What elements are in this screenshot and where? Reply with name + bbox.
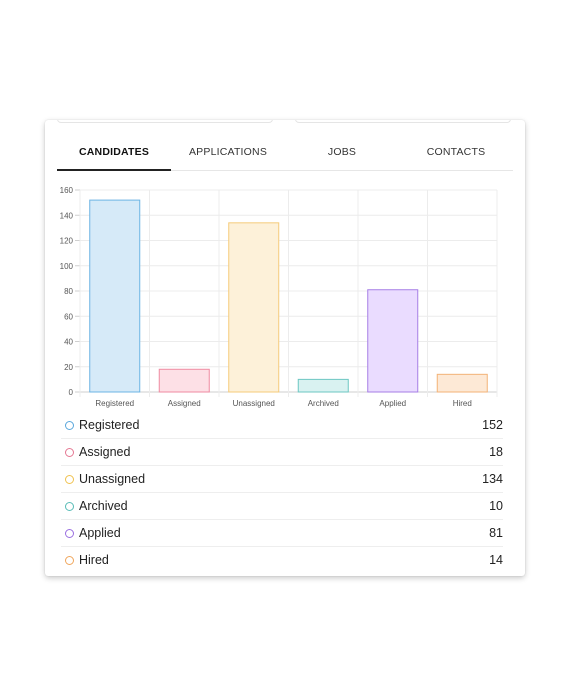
- y-tick-label: 0: [69, 388, 74, 397]
- bar-archived: [297, 378, 349, 393]
- legend-value: 10: [489, 499, 503, 513]
- bar-chart: 0 20 40 60 80 100 120 140 160 Registered Assigned U…: [60, 186, 498, 408]
- legend-circle-icon: [65, 528, 74, 538]
- tab-contacts[interactable]: CONTACTS: [426, 146, 486, 158]
- background-field-right: [295, 120, 511, 123]
- legend-row-archived: Archived 10: [61, 493, 503, 520]
- y-tick-label: 120: [60, 237, 74, 246]
- legend-row-assigned: Assigned 18: [61, 439, 503, 466]
- legend-row-unassigned: Unassigned 134: [61, 466, 503, 493]
- bar-assigned: [158, 368, 210, 393]
- legend-row-hired: Hired 14: [61, 547, 503, 573]
- y-tick-label: 100: [60, 262, 74, 271]
- x-tick-label: Applied: [379, 399, 406, 408]
- legend-value: 81: [489, 526, 503, 540]
- tab-candidates[interactable]: CANDIDATES: [57, 134, 171, 171]
- legend-value: 18: [489, 445, 503, 459]
- tab-bar: CANDIDATES APPLICATIONS JOBS CONTACTS: [57, 134, 513, 171]
- chart-grid: [75, 189, 498, 397]
- x-tick-label: Assigned: [168, 399, 201, 408]
- legend-value: 14: [489, 553, 503, 567]
- legend-row-applied: Applied 81: [61, 520, 503, 547]
- x-tick-label: Registered: [95, 399, 134, 408]
- y-tick-label: 160: [60, 186, 74, 195]
- bar-hired: [436, 373, 488, 393]
- legend-circle-icon: [65, 420, 74, 430]
- legend-circle-icon: [65, 501, 74, 511]
- legend-list: Registered 152 Assigned 18 Unassigned 13…: [61, 412, 503, 573]
- x-tick-label: Archived: [308, 399, 339, 408]
- x-tick-label: Hired: [453, 399, 472, 408]
- legend-value: 134: [482, 472, 503, 486]
- legend-circle-icon: [65, 474, 74, 484]
- legend-circle-icon: [65, 555, 74, 565]
- legend-circle-icon: [65, 447, 74, 457]
- bar-registered: [89, 199, 141, 393]
- legend-label: Hired: [79, 553, 109, 567]
- legend-label: Unassigned: [79, 472, 146, 486]
- legend-label: Applied: [79, 526, 121, 540]
- y-tick-label: 40: [64, 338, 73, 347]
- tab-jobs[interactable]: JOBS: [327, 146, 357, 158]
- legend-label: Archived: [79, 499, 128, 513]
- y-tick-label: 20: [64, 363, 73, 372]
- y-tick-label: 80: [64, 287, 73, 296]
- y-tick-label: 140: [60, 211, 74, 220]
- chart-labels: 0 20 40 60 80 100 120 140 160 Registered Assigned U…: [60, 186, 472, 408]
- bar-applied: [367, 289, 419, 393]
- legend-label: Registered: [79, 418, 140, 432]
- background-field-left: [57, 120, 273, 123]
- legend-label: Assigned: [79, 445, 131, 459]
- bar-unassigned: [228, 222, 280, 393]
- y-tick-label: 60: [64, 312, 73, 321]
- legend-row-registered: Registered 152: [61, 412, 503, 439]
- tab-applications[interactable]: APPLICATIONS: [188, 146, 268, 158]
- stats-card: CANDIDATES APPLICATIONS JOBS CONTACTS 0 2…: [45, 120, 525, 576]
- x-tick-label: Unassigned: [233, 399, 275, 408]
- legend-value: 152: [482, 418, 503, 432]
- chart-bars: [89, 199, 488, 393]
